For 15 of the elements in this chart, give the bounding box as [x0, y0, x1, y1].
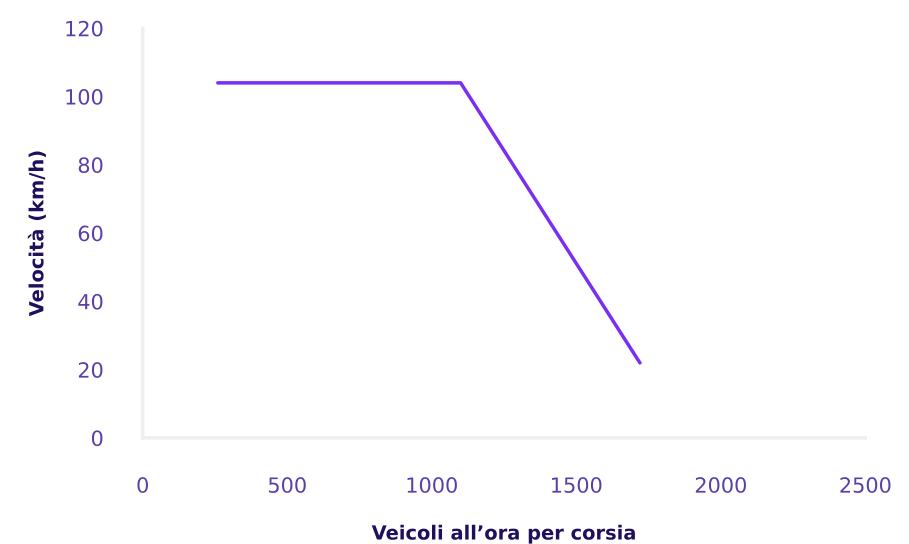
y-axis-title: Velocità (km/h) — [28, 152, 46, 316]
y-tick-label: 20 — [78, 362, 102, 378]
x-tick-label: 2000 — [696, 477, 746, 493]
x-tick-label: 1500 — [552, 477, 602, 493]
y-tick-label: 60 — [78, 226, 102, 242]
x-axis-title: Veicoli all’ora per corsia — [372, 524, 635, 544]
y-tick-label: 100 — [66, 89, 102, 105]
y-tick-label: 120 — [66, 20, 102, 36]
x-tick-label: 1000 — [408, 477, 457, 493]
x-tick-label: 500 — [268, 477, 306, 493]
x-tick-label: 2500 — [840, 477, 890, 493]
y-tick-label: 80 — [78, 157, 102, 174]
y-tick-label: 0 — [92, 430, 102, 446]
y-tick-label: 40 — [78, 294, 102, 310]
x-tick-label: 0 — [137, 477, 148, 493]
